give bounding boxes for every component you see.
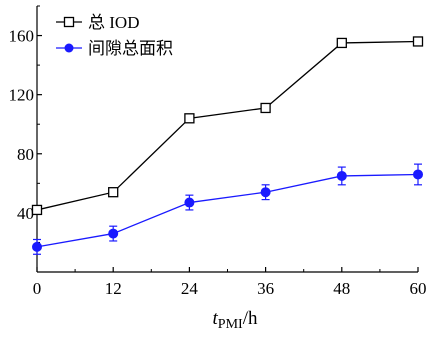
- series-1: [33, 37, 423, 214]
- legend: 总 IOD 间隙总面积: [56, 13, 173, 58]
- data-point: [185, 198, 194, 207]
- legend-label: 总 IOD: [88, 13, 139, 32]
- x-tick-label: 36: [257, 279, 274, 298]
- x-tick-label: 60: [410, 279, 426, 298]
- data-point: [337, 171, 346, 180]
- legend-marker: [65, 44, 74, 53]
- series-line: [37, 41, 418, 209]
- data-point: [337, 38, 346, 47]
- data-point: [185, 114, 194, 123]
- legend-item: 总 IOD: [56, 13, 139, 32]
- y-tick-label: 160: [9, 27, 35, 46]
- y-tick-label: 120: [9, 86, 35, 105]
- y-tick-label: 80: [17, 145, 34, 164]
- x-tick-label: 48: [333, 279, 350, 298]
- data-point: [261, 188, 270, 197]
- x-tick-label: 12: [105, 279, 122, 298]
- data-point: [414, 37, 423, 46]
- x-axis-title: tPMI/h: [213, 308, 258, 332]
- series-layer: [33, 37, 423, 254]
- legend-label: 间隙总面积: [88, 39, 173, 58]
- series-line: [37, 174, 418, 246]
- y-tick-label: 40: [17, 204, 34, 223]
- series-2: [33, 164, 423, 254]
- data-point: [33, 205, 42, 214]
- legend-item: 间隙总面积: [56, 39, 173, 58]
- data-point: [109, 188, 118, 197]
- data-point: [414, 170, 423, 179]
- legend-marker: [65, 18, 74, 27]
- data-point: [261, 103, 270, 112]
- data-point: [109, 229, 118, 238]
- x-tick-label: 24: [181, 279, 199, 298]
- data-point: [33, 242, 42, 251]
- x-tick-label: 0: [33, 279, 42, 298]
